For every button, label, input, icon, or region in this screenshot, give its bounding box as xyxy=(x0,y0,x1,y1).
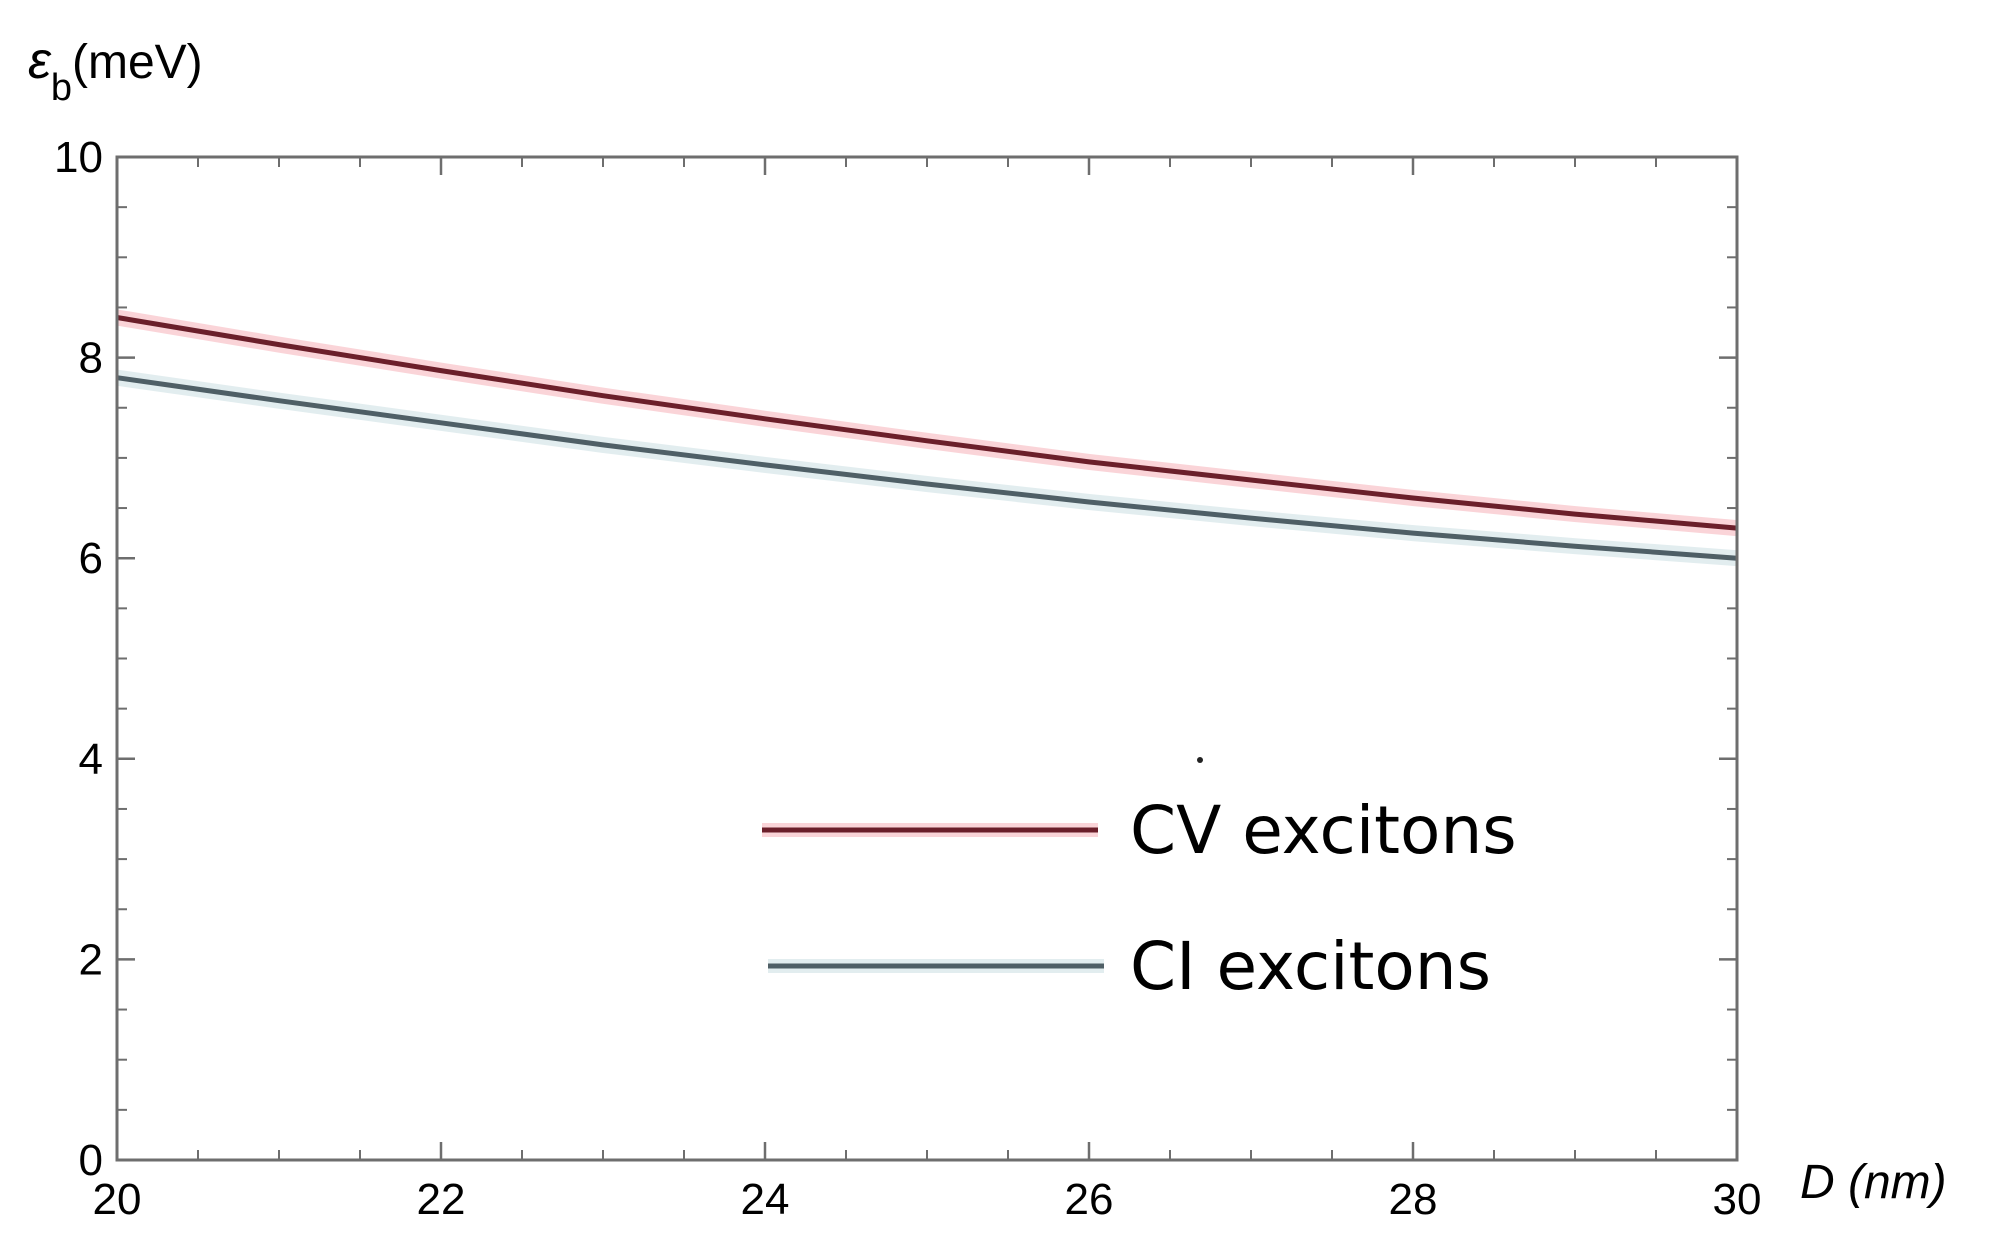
x-tick-label: 20 xyxy=(93,1175,142,1224)
y-axis-symbol: ε xyxy=(28,32,52,90)
series-line-2 xyxy=(116,375,1738,561)
legend-label-1: CV excitons xyxy=(1130,792,1517,869)
x-tick-label: 24 xyxy=(741,1175,790,1224)
legend: CV excitons CI excitons xyxy=(762,792,1517,1005)
stray-dot xyxy=(1197,757,1203,763)
x-tick-label: 22 xyxy=(417,1175,466,1224)
y-tick-label: 4 xyxy=(79,735,103,784)
series-line-1 xyxy=(116,315,1738,531)
series-layer xyxy=(115,309,1738,567)
y-axis-title: εb(meV) xyxy=(28,32,203,109)
x-tick-label: 26 xyxy=(1065,1175,1114,1224)
legend-label-2: CI excitons xyxy=(1130,928,1491,1005)
y-tick-label: 0 xyxy=(79,1136,103,1185)
y-axis-subscript: b xyxy=(51,67,72,109)
x-tick-label: 28 xyxy=(1389,1175,1438,1224)
y-tick-label: 8 xyxy=(79,334,103,383)
y-tick-label: 6 xyxy=(79,534,103,583)
x-axis-title: D (nm) xyxy=(1800,1156,1947,1209)
y-tick-label: 2 xyxy=(79,935,103,984)
y-tick-label: 10 xyxy=(54,133,103,182)
plot-frame xyxy=(115,155,1739,1162)
x-tick-label: 30 xyxy=(1713,1175,1762,1224)
y-axis-unit: (meV) xyxy=(72,36,203,89)
minor-ticks xyxy=(117,157,1737,1160)
